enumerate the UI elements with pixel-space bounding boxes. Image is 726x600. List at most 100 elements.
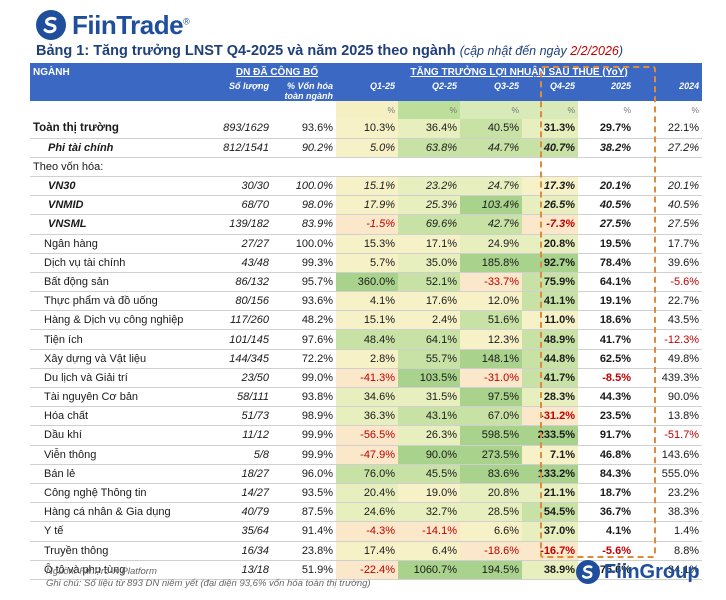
growth-y24: 22.1% <box>634 119 703 139</box>
cap-share: 23.8% <box>272 541 337 561</box>
growth-q3: -33.7% <box>460 272 523 293</box>
growth-q3: 185.8% <box>460 253 523 273</box>
growth-q3: 148.1% <box>460 349 523 369</box>
growth-q4: 31.3% <box>522 119 579 139</box>
growth-y24: 439.3% <box>634 368 703 389</box>
col-q4-header: Q4-25 <box>522 81 579 102</box>
growth-q2: 45.5% <box>398 464 461 484</box>
sector-label: Phi tài chính <box>30 138 218 158</box>
fiingroup-logo: FiinGroup <box>576 560 700 584</box>
listed-count: 86/132 <box>218 272 272 293</box>
listed-count: 5/8 <box>218 445 272 465</box>
growth-q4: 41.1% <box>522 291 579 312</box>
growth-q1: 5.0% <box>336 138 399 158</box>
table-row: Dầu khí 11/12 99.9% -56.5% 26.3% 598.5% 233.5%… <box>30 425 703 446</box>
growth-q4: 26.5% <box>522 195 579 216</box>
growth-y25: 38.2% <box>578 138 635 158</box>
growth-q4: 20.8% <box>522 234 579 254</box>
table-row: Truyền thông 16/34 23.8% 17.4% 6.4% -18.6% -16… <box>30 541 703 561</box>
profit-growth-table: NGÀNH DN ĐÃ CÔNG BỐ TĂNG TRƯỞNG LỢI NHUẬ… <box>30 63 703 580</box>
cap-share: 99.3% <box>272 253 337 273</box>
sector-label: Hàng cá nhân & Gia dụng <box>30 502 218 523</box>
growth-q4: 40.7% <box>522 138 579 158</box>
sector-label: Ngân hàng <box>30 234 218 254</box>
sector-label: Du lịch và Giải trí <box>30 368 218 389</box>
table-row: Hàng cá nhân & Gia dụng 40/79 87.5% 24.6% 32… <box>30 502 703 523</box>
growth-q1: -1.5% <box>336 214 399 235</box>
growth-q2: 17.6% <box>398 291 461 312</box>
growth-q4: 233.5% <box>522 425 579 446</box>
sector-label: Tài nguyên Cơ bản <box>30 387 218 408</box>
table-row: Bất động sản 86/132 95.7% 360.0% 52.1% -33.7%… <box>30 272 703 293</box>
col-q1-header: Q1-25 <box>336 81 399 102</box>
sector-label: VN30 <box>30 176 218 197</box>
growth-q2: 36.4% <box>398 119 461 139</box>
growth-q3: 103.4% <box>460 195 523 216</box>
growth-q4: 75.9% <box>522 272 579 293</box>
growth-q4: 92.7% <box>522 253 579 273</box>
sector-label: Dịch vụ tài chính <box>30 253 218 273</box>
source-notes: Nguồn: FiinPro-X Platform Ghi chú: Số li… <box>46 566 371 590</box>
sector-label: Bất động sản <box>30 272 218 293</box>
growth-q3: 83.6% <box>460 464 523 484</box>
growth-q4: -31.2% <box>522 406 579 427</box>
growth-q4: 38.9% <box>522 560 579 580</box>
updated-date: 2/2/2026 <box>570 44 619 58</box>
growth-q1: 17.4% <box>336 541 399 561</box>
sector-label: Theo vốn hóa: <box>30 157 703 177</box>
table-row: Toàn thị trường 893/1629 93.6% 10.3% 36.4% 40… <box>30 119 703 139</box>
cap-share: 95.7% <box>272 272 337 293</box>
growth-q1: 15.3% <box>336 234 399 254</box>
growth-q3: 51.6% <box>460 310 523 331</box>
header-row-columns: Số lượng % Vốn hóa toàn ngành Q1-25 Q2-25… <box>30 81 703 102</box>
growth-q4: 41.7% <box>522 368 579 389</box>
fiingroup-logo-icon <box>576 560 600 584</box>
listed-count: 16/34 <box>218 541 272 561</box>
growth-y25: 20.1% <box>578 176 635 197</box>
sector-label: Toàn thị trường <box>30 119 218 139</box>
listed-count: 117/260 <box>218 310 272 331</box>
listed-count: 43/48 <box>218 253 272 273</box>
table-row: Công nghệ Thông tin 14/27 93.5% 20.4% 19.0% 2… <box>30 483 703 504</box>
listed-count: 35/64 <box>218 521 272 542</box>
growth-q1: 10.3% <box>336 119 399 139</box>
cap-share: 99.9% <box>272 425 337 446</box>
growth-y24: -5.6% <box>634 272 703 293</box>
unit-label: % <box>691 105 700 116</box>
growth-y24: 1.4% <box>634 521 703 542</box>
growth-y25: 44.3% <box>578 387 635 408</box>
growth-q2: 26.3% <box>398 425 461 446</box>
growth-y25: 41.7% <box>578 329 635 350</box>
growth-y25: 78.4% <box>578 253 635 273</box>
growth-y24: 49.8% <box>634 349 703 369</box>
growth-q4: -16.7% <box>522 541 579 561</box>
sector-label: Tiện ích <box>30 329 218 350</box>
growth-q4: -7.3% <box>522 214 579 235</box>
growth-q1: 360.0% <box>336 272 399 293</box>
growth-y24: 8.8% <box>634 541 703 561</box>
listed-count: 30/30 <box>218 176 272 197</box>
table-title: Bảng 1: Tăng trưởng LNST Q4-2025 và năm … <box>36 43 624 59</box>
sector-label: Xây dựng và Vật liệu <box>30 349 218 369</box>
sector-label: Hóa chất <box>30 406 218 427</box>
cap-share: 93.8% <box>272 387 337 408</box>
growth-q3: 28.5% <box>460 502 523 523</box>
growth-q2: 17.1% <box>398 234 461 254</box>
growth-q2: 1060.7% <box>398 560 461 580</box>
growth-q2: -14.1% <box>398 521 461 542</box>
growth-q3: 12.0% <box>460 291 523 312</box>
growth-q4: 11.0% <box>522 310 579 331</box>
growth-q4: 17.3% <box>522 176 579 197</box>
growth-y24: -51.7% <box>634 425 703 446</box>
growth-q2: 35.0% <box>398 253 461 273</box>
col-2025-header: 2025 <box>578 81 635 102</box>
table-row: Viễn thông 5/8 99.9% -47.9% 90.0% 273.5% 7.1% 4… <box>30 445 703 465</box>
header-row-groups: NGÀNH DN ĐÃ CÔNG BỐ TĂNG TRƯỞNG LỢI NHUẬ… <box>30 63 703 82</box>
growth-q2: 31.5% <box>398 387 461 408</box>
cap-share: 99.0% <box>272 368 337 389</box>
growth-y24: 555.0% <box>634 464 703 484</box>
table-row: Bán lẻ 18/27 96.0% 76.0% 45.5% 83.6% 133.2% 84.… <box>30 464 703 484</box>
sector-label: Dầu khí <box>30 425 218 446</box>
cap-share: 90.2% <box>272 138 337 158</box>
updated-note: (cập nhật đến ngày 2/2/2026) <box>459 44 624 58</box>
